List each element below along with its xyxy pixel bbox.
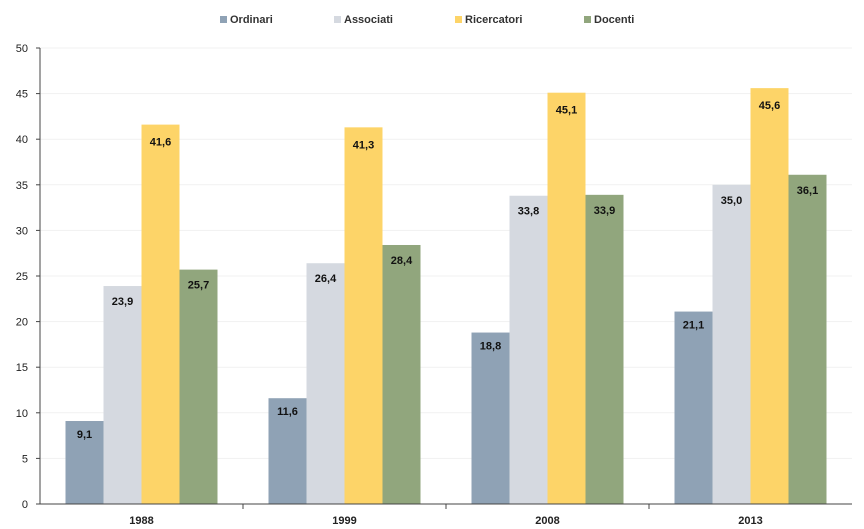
y-tick-label: 5 (22, 453, 28, 465)
data-label: 36,1 (797, 185, 818, 197)
data-label: 41,3 (353, 139, 374, 151)
y-tick-label: 40 (16, 134, 28, 146)
bar-ricercatori-1988 (141, 124, 180, 504)
bars (65, 88, 827, 505)
bar-ordinari-1999 (268, 398, 307, 504)
data-label: 28,4 (391, 255, 413, 267)
axes: 0 5 10 15 20 25 30 35 40 45 50 1988 1999 2008 2013 (16, 43, 852, 527)
x-tick-label: 2013 (738, 515, 762, 527)
data-label: 25,7 (188, 280, 209, 292)
data-label: 11,6 (277, 406, 298, 418)
data-label: 45,1 (556, 105, 577, 117)
data-label: 23,9 (112, 296, 133, 308)
bar-ricercatori-2013 (750, 88, 789, 505)
x-tick-label: 1988 (129, 515, 153, 527)
bar-docenti-2008 (585, 194, 624, 504)
legend-swatch-ordinari (220, 16, 227, 23)
legend-swatch-associati (334, 16, 341, 23)
y-tick-label: 45 (16, 89, 28, 101)
bar-associati-1988 (103, 286, 142, 504)
legend-label-ordinari: Ordinari (230, 14, 273, 26)
y-tick-label: 0 (22, 499, 28, 511)
legend-swatch-docenti (584, 16, 591, 23)
y-tick-label: 50 (16, 43, 28, 55)
bar-ordinari-2013 (674, 311, 713, 504)
data-label: 18,8 (480, 341, 501, 353)
bar-ricercatori-1999 (344, 127, 383, 505)
data-label: 35,0 (721, 195, 742, 207)
x-tick-label: 2008 (535, 515, 559, 527)
y-tick-label: 35 (16, 180, 28, 192)
y-tick-label: 20 (16, 317, 28, 329)
bar-associati-2008 (509, 195, 548, 504)
data-label: 45,6 (759, 100, 780, 112)
bar-associati-2013 (712, 184, 751, 505)
legend-label-ricercatori: Ricercatori (465, 14, 522, 26)
data-label: 41,6 (150, 137, 171, 149)
bar-ordinari-1988 (65, 421, 104, 504)
legend-swatch-ricercatori (455, 16, 462, 23)
data-label: 9,1 (77, 429, 92, 441)
bar-associati-1999 (306, 263, 345, 504)
legend-label-docenti: Docenti (594, 14, 634, 26)
legend: Ordinari Associati Ricercatori Docenti (220, 14, 634, 26)
x-tick-label: 1999 (332, 515, 356, 527)
data-label: 21,1 (683, 320, 704, 332)
legend-label-associati: Associati (344, 14, 393, 26)
y-tick-label: 30 (16, 225, 28, 237)
data-label: 33,9 (594, 205, 615, 217)
bar-ordinari-2008 (471, 332, 510, 504)
bar-ricercatori-2008 (547, 92, 586, 505)
data-label: 26,4 (315, 273, 337, 285)
bar-docenti-1999 (382, 244, 421, 504)
bar-docenti-1988 (179, 269, 218, 504)
data-label: 33,8 (518, 206, 539, 218)
y-tick-label: 15 (16, 362, 28, 374)
bar-docenti-2013 (788, 174, 827, 504)
data-labels: 9,1 23,9 41,6 25,7 11,6 26,4 41,3 28,4 18,8 33,8 4… (77, 100, 818, 441)
y-tick-label: 25 (16, 271, 28, 283)
y-tick-label: 10 (16, 408, 28, 420)
